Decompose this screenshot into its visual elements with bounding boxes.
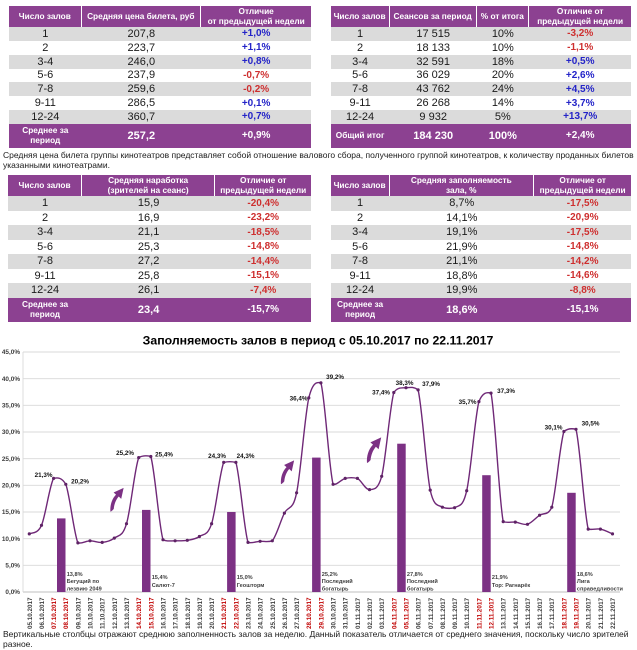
svg-text:13,8%: 13,8% — [67, 572, 83, 578]
svg-text:23.10.2017: 23.10.2017 — [246, 597, 253, 629]
svg-text:30,0%: 30,0% — [2, 429, 20, 436]
svg-text:07.11.2017: 07.11.2017 — [428, 597, 435, 629]
svg-text:15.10.2017: 15.10.2017 — [148, 597, 155, 629]
svg-text:30.10.2017: 30.10.2017 — [331, 597, 338, 629]
svg-text:16.11.2017: 16.11.2017 — [537, 597, 544, 629]
svg-text:24,3%: 24,3% — [208, 453, 226, 460]
svg-text:15.11.2017: 15.11.2017 — [525, 597, 532, 629]
svg-text:36,4%: 36,4% — [290, 396, 308, 403]
svg-text:17.10.2017: 17.10.2017 — [173, 597, 180, 629]
svg-text:25,2%: 25,2% — [116, 450, 134, 457]
svg-text:19.11.2017: 19.11.2017 — [574, 597, 581, 629]
svg-text:21,9%: 21,9% — [492, 575, 508, 581]
svg-text:39,2%: 39,2% — [326, 374, 344, 381]
svg-text:30,5%: 30,5% — [582, 421, 600, 428]
svg-text:09.10.2017: 09.10.2017 — [75, 597, 82, 629]
svg-text:24,3%: 24,3% — [237, 453, 255, 460]
svg-text:05.11.2017: 05.11.2017 — [404, 597, 411, 629]
svg-text:06.10.2017: 06.10.2017 — [39, 597, 46, 629]
svg-text:13.10.2017: 13.10.2017 — [124, 597, 131, 629]
svg-text:19.10.2017: 19.10.2017 — [197, 597, 204, 629]
svg-text:богатырь: богатырь — [322, 586, 349, 593]
svg-text:16.10.2017: 16.10.2017 — [161, 597, 168, 629]
svg-text:18.11.2017: 18.11.2017 — [561, 597, 568, 629]
svg-text:08.10.2017: 08.10.2017 — [63, 597, 70, 629]
svg-text:21.11.2017: 21.11.2017 — [598, 597, 605, 629]
svg-text:20,2%: 20,2% — [71, 479, 89, 486]
svg-text:37,9%: 37,9% — [422, 381, 440, 388]
svg-text:20.11.2017: 20.11.2017 — [586, 597, 593, 629]
svg-text:Тор: Рагнарёк: Тор: Рагнарёк — [492, 583, 530, 589]
svg-text:богатырь: богатырь — [407, 586, 434, 593]
svg-text:03.11.2017: 03.11.2017 — [379, 597, 386, 629]
svg-text:11.11.2017: 11.11.2017 — [476, 598, 483, 629]
svg-text:37,4%: 37,4% — [372, 390, 390, 397]
svg-text:21,3%: 21,3% — [35, 472, 53, 479]
svg-text:37,3%: 37,3% — [497, 388, 515, 395]
svg-text:40,0%: 40,0% — [2, 376, 20, 383]
svg-text:02.11.2017: 02.11.2017 — [367, 597, 374, 629]
svg-text:Бегущий по: Бегущий по — [67, 578, 100, 585]
svg-text:20.10.2017: 20.10.2017 — [209, 597, 216, 629]
svg-text:30,1%: 30,1% — [545, 425, 563, 432]
svg-text:справедливости: справедливости — [577, 587, 624, 593]
svg-text:10.11.2017: 10.11.2017 — [464, 597, 471, 629]
svg-text:15,0%: 15,0% — [2, 509, 20, 516]
svg-text:лезвию 2049: лезвию 2049 — [67, 587, 102, 593]
svg-text:12.10.2017: 12.10.2017 — [112, 597, 119, 629]
svg-text:22.11.2017: 22.11.2017 — [610, 597, 617, 629]
svg-text:Последний: Последний — [407, 578, 438, 585]
svg-text:14.10.2017: 14.10.2017 — [136, 597, 143, 629]
svg-text:12.11.2017: 12.11.2017 — [489, 597, 496, 629]
svg-text:10,0%: 10,0% — [2, 536, 20, 543]
svg-text:14.11.2017: 14.11.2017 — [513, 597, 520, 629]
svg-text:27.10.2017: 27.10.2017 — [294, 597, 301, 629]
svg-text:0,0%: 0,0% — [5, 589, 20, 596]
svg-text:25,0%: 25,0% — [2, 456, 20, 463]
svg-text:35,0%: 35,0% — [2, 403, 20, 410]
svg-text:5,0%: 5,0% — [5, 563, 20, 570]
svg-text:Геошторм: Геошторм — [237, 583, 265, 589]
svg-text:20,0%: 20,0% — [2, 483, 20, 490]
svg-text:22.10.2017: 22.10.2017 — [233, 597, 240, 629]
svg-text:35,7%: 35,7% — [459, 399, 477, 406]
svg-text:26.10.2017: 26.10.2017 — [282, 597, 289, 629]
svg-text:Последний: Последний — [322, 578, 353, 585]
svg-text:06.11.2017: 06.11.2017 — [416, 597, 423, 629]
svg-text:38,3%: 38,3% — [396, 380, 414, 387]
svg-text:15,4%: 15,4% — [152, 575, 168, 581]
svg-text:45,0%: 45,0% — [2, 349, 20, 356]
svg-text:09.11.2017: 09.11.2017 — [452, 597, 459, 629]
svg-text:21.10.2017: 21.10.2017 — [221, 597, 228, 629]
svg-text:Лига: Лига — [577, 579, 591, 585]
svg-text:28.10.2017: 28.10.2017 — [306, 597, 313, 629]
svg-text:10.10.2017: 10.10.2017 — [88, 597, 95, 629]
svg-text:05.10.2017: 05.10.2017 — [27, 597, 34, 629]
svg-text:25,2%: 25,2% — [322, 572, 338, 578]
svg-text:11.10.2017: 11.10.2017 — [100, 597, 107, 629]
svg-text:04.11.2017: 04.11.2017 — [391, 597, 398, 629]
svg-text:17.11.2017: 17.11.2017 — [549, 597, 556, 629]
svg-text:13.11.2017: 13.11.2017 — [501, 597, 508, 629]
svg-text:Заполняемость залов в период с: Заполняемость залов в период с 05.10.201… — [143, 334, 494, 348]
svg-text:18,6%: 18,6% — [577, 572, 593, 578]
svg-text:27,8%: 27,8% — [407, 572, 423, 578]
svg-text:24.10.2017: 24.10.2017 — [258, 597, 265, 629]
svg-text:01.11.2017: 01.11.2017 — [355, 597, 362, 629]
svg-text:07.10.2017: 07.10.2017 — [51, 597, 58, 629]
svg-text:29.10.2017: 29.10.2017 — [318, 597, 325, 629]
svg-text:Салют-7: Салют-7 — [152, 583, 175, 589]
svg-text:08.11.2017: 08.11.2017 — [440, 597, 447, 629]
svg-text:18.10.2017: 18.10.2017 — [185, 597, 192, 629]
svg-text:31.10.2017: 31.10.2017 — [343, 597, 350, 629]
svg-text:25,4%: 25,4% — [155, 452, 173, 459]
svg-text:15,0%: 15,0% — [237, 575, 253, 581]
svg-text:25.10.2017: 25.10.2017 — [270, 597, 277, 629]
